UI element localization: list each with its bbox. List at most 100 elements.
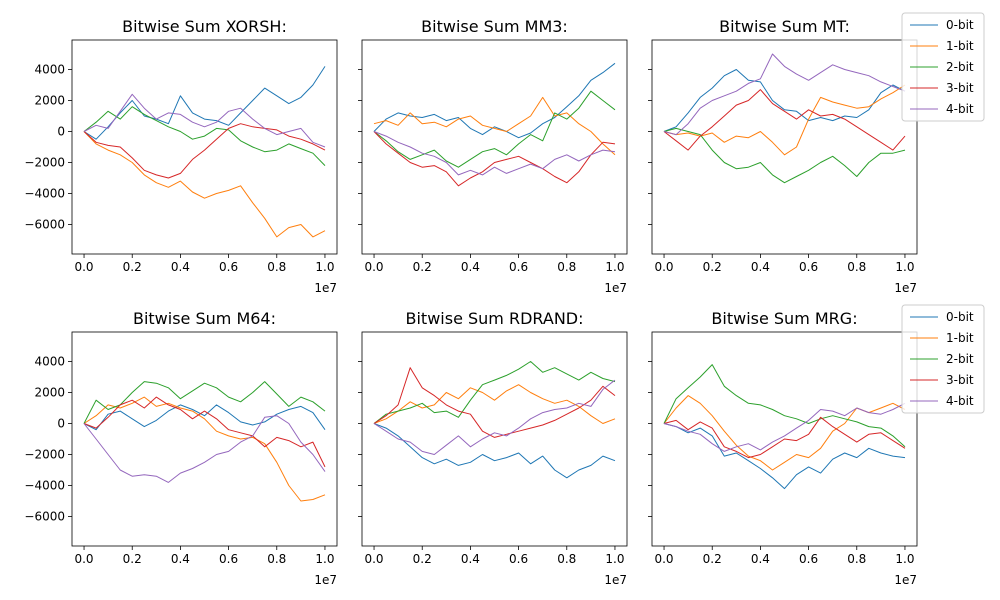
y-tick-label: 0 xyxy=(57,124,65,138)
x-tick-label: 0.4 xyxy=(461,552,480,566)
series-group xyxy=(663,53,906,184)
x-tick-label: 0.0 xyxy=(74,260,93,274)
x-tick-label: 0.8 xyxy=(267,260,286,274)
y-tick-label: −4000 xyxy=(24,479,65,493)
series-line-0-bit xyxy=(83,404,326,431)
x-tick-label: 0.4 xyxy=(461,260,480,274)
y-tick-label: 2000 xyxy=(34,385,65,399)
chart-title: Bitwise Sum RDRAND: xyxy=(406,309,584,328)
series-group xyxy=(83,66,326,238)
axes-frame xyxy=(71,331,338,547)
x-tick-label: 0.6 xyxy=(509,552,528,566)
y-tick-label: −6000 xyxy=(24,510,65,524)
x-tick-label: 0.8 xyxy=(557,552,576,566)
axes-frame xyxy=(651,39,918,255)
series-line-1-bit xyxy=(373,96,616,156)
x-tick-label: 0.2 xyxy=(413,552,432,566)
x-tick-label: 0.4 xyxy=(751,260,770,274)
x-exponent-label: 1e7 xyxy=(604,573,627,587)
legend-label: 3-bit xyxy=(946,373,974,387)
legend-label: 2-bit xyxy=(946,60,974,74)
x-tick-label: 0.0 xyxy=(364,552,383,566)
x-tick-label: 0.0 xyxy=(364,260,383,274)
series-line-1-bit xyxy=(663,84,906,156)
chart-title: Bitwise Sum MRG: xyxy=(711,309,857,328)
x-exponent-label: 1e7 xyxy=(314,573,337,587)
x-tick-label: 0.2 xyxy=(703,260,722,274)
series-line-2-bit xyxy=(373,90,616,168)
y-tick-label: −2000 xyxy=(24,448,65,462)
x-tick-label: 1.0 xyxy=(315,552,334,566)
x-exponent-label: 1e7 xyxy=(894,281,917,295)
axes-frame xyxy=(361,331,628,547)
series-line-2-bit xyxy=(83,106,326,166)
legend: 0-bit 1-bit 2-bit 3-bit 4-bit xyxy=(901,12,985,122)
axes-frame xyxy=(361,39,628,255)
series-line-1-bit xyxy=(83,131,326,238)
x-tick-label: 0.2 xyxy=(123,552,142,566)
x-tick-label: 0.6 xyxy=(509,260,528,274)
x-tick-label: 0.2 xyxy=(413,260,432,274)
x-tick-label: 0.0 xyxy=(654,260,673,274)
axes-frame xyxy=(71,39,338,255)
x-tick-label: 0.8 xyxy=(847,552,866,566)
series-line-3-bit xyxy=(663,416,906,459)
chart-title: Bitwise Sum MM3: xyxy=(421,17,568,36)
series-line-2-bit xyxy=(663,364,906,448)
legend-label: 4-bit xyxy=(946,394,974,408)
series-line-2-bit xyxy=(83,381,326,424)
series-group xyxy=(83,381,326,502)
x-tick-label: 1.0 xyxy=(895,552,914,566)
x-tick-label: 0.4 xyxy=(171,260,190,274)
subplot-5: 0.0 0.2 0.4 0.6 0.8 1.0 1e7 Bitwise Sum RDRAND: xyxy=(358,309,628,587)
legend-label: 3-bit xyxy=(946,81,974,95)
series-line-3-bit xyxy=(83,123,326,179)
subplot-6: 0.0 0.2 0.4 0.6 0.8 1.0 1e7 Bitwise Sum MRG: 0-b… xyxy=(648,304,985,587)
x-exponent-label: 1e7 xyxy=(314,281,337,295)
legend-label: 4-bit xyxy=(946,102,974,116)
subplot-3: 0.0 0.2 0.4 0.6 0.8 1.0 1e7 Bitwise Sum MT: 0-bi… xyxy=(648,12,985,295)
series-line-4-bit xyxy=(373,379,616,455)
series-line-4-bit xyxy=(373,131,616,176)
chart-title: Bitwise Sum M64: xyxy=(133,309,276,328)
series-line-3-bit xyxy=(373,131,616,187)
y-tick-label: −6000 xyxy=(24,218,65,232)
x-tick-label: 0.8 xyxy=(557,260,576,274)
legend-label: 2-bit xyxy=(946,352,974,366)
series-line-3-bit xyxy=(663,89,906,151)
series-line-3-bit xyxy=(373,367,616,438)
legend-label: 1-bit xyxy=(946,331,974,345)
series-line-4-bit xyxy=(663,53,906,136)
x-tick-label: 1.0 xyxy=(315,260,334,274)
chart-title: Bitwise Sum XORSH: xyxy=(122,17,287,36)
series-line-4-bit xyxy=(83,415,326,483)
y-tick-label: 2000 xyxy=(34,93,65,107)
subplot-1: 0.0 0.2 0.4 0.6 0.8 1.0 1e7 −6000 −4000 −2000 0 200… xyxy=(24,17,338,295)
x-tick-label: 0.6 xyxy=(219,260,238,274)
series-line-0-bit xyxy=(83,66,326,140)
x-tick-label: 1.0 xyxy=(605,260,624,274)
x-tick-label: 0.4 xyxy=(171,552,190,566)
x-tick-label: 0.6 xyxy=(219,552,238,566)
series-line-3-bit xyxy=(83,396,326,468)
legend-label: 0-bit xyxy=(946,18,974,32)
y-tick-label: 0 xyxy=(57,416,65,430)
series-line-2-bit xyxy=(663,127,906,184)
y-tick-label: −2000 xyxy=(24,156,65,170)
series-line-0-bit xyxy=(373,423,616,479)
x-exponent-label: 1e7 xyxy=(894,573,917,587)
x-tick-label: 0.6 xyxy=(799,260,818,274)
series-line-4-bit xyxy=(663,402,906,452)
subplot-2: 0.0 0.2 0.4 0.6 0.8 1.0 1e7 Bitwise Sum MM3: xyxy=(358,17,628,295)
series-line-2-bit xyxy=(373,361,616,424)
x-tick-label: 0.8 xyxy=(847,260,866,274)
x-exponent-label: 1e7 xyxy=(604,281,627,295)
series-line-4-bit xyxy=(83,93,326,148)
y-tick-label: −4000 xyxy=(24,187,65,201)
legend-label: 1-bit xyxy=(946,39,974,53)
x-tick-label: 0.2 xyxy=(703,552,722,566)
series-group xyxy=(373,361,616,479)
series-group xyxy=(663,364,906,490)
